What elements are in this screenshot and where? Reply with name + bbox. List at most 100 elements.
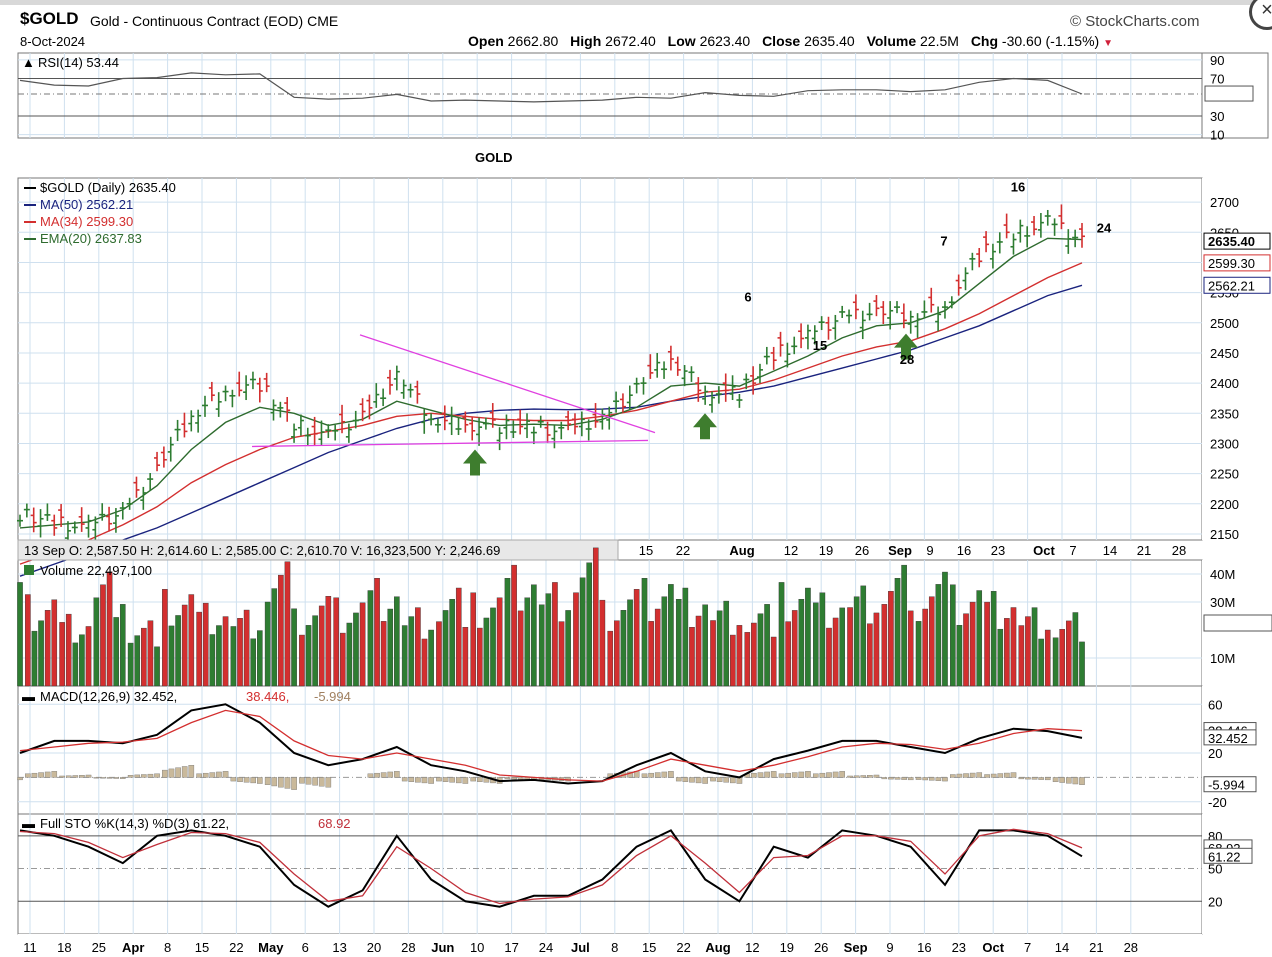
macd-histogram-bar — [723, 777, 730, 783]
volume-bar — [188, 594, 195, 687]
ohlc-bar — [818, 316, 825, 331]
low-value: 2623.40 — [699, 33, 751, 49]
macd-histogram-bar — [956, 773, 963, 778]
volume-bar — [984, 601, 990, 687]
volume-bar — [428, 629, 434, 687]
volume-bar — [757, 613, 764, 687]
volume-bar — [689, 627, 695, 687]
volume-bar — [93, 597, 100, 687]
macd-histogram-bar — [134, 774, 141, 778]
volume-bar — [791, 610, 798, 687]
volume-value-tag — [1203, 614, 1272, 632]
x-axis-label: 9 — [886, 940, 893, 955]
rsi-tick-label: 90 — [1210, 53, 1224, 68]
macd-histogram-bar — [401, 777, 408, 782]
volume-bar — [202, 602, 209, 687]
ohlc-bar — [133, 476, 140, 498]
macd-histogram-bar — [31, 772, 38, 778]
price-legend-entry: MA(34) 2599.30 — [40, 214, 133, 229]
sto-legend-part: Full STO %K(14,3) %D(3) 61.22, — [40, 816, 229, 831]
ohlc-bar — [78, 507, 85, 532]
down-triangle-icon: ▼ — [1103, 38, 1113, 49]
volume-bar — [196, 611, 202, 687]
green-up-arrow — [894, 333, 918, 360]
ohlc-bar — [482, 417, 489, 430]
ohlc-bar — [311, 416, 318, 446]
volume-bar — [798, 599, 805, 687]
ohlc-bar — [592, 403, 599, 428]
volume-legend-icon — [24, 565, 34, 575]
price-top-x-label: 14 — [1103, 543, 1117, 558]
volume-bar — [599, 599, 606, 687]
macd-histogram-bar — [477, 777, 483, 782]
volume-bar — [764, 604, 770, 687]
ohlc-bar — [243, 375, 250, 401]
volume-bar — [477, 627, 483, 687]
x-axis-label: 19 — [780, 940, 794, 955]
volume-bar — [907, 610, 914, 687]
ohlc-bar — [455, 417, 462, 436]
ohlc-bar — [147, 473, 154, 491]
price-top-x-label: 21 — [1137, 543, 1151, 558]
macd-histogram-bar — [695, 777, 702, 784]
ohlc-bar — [599, 408, 606, 430]
macd-histogram-bar — [271, 777, 278, 787]
annotation-label: 7 — [940, 234, 947, 249]
macd-histogram-bar — [1044, 777, 1051, 781]
ohlc-bar — [688, 366, 695, 382]
volume-bar — [141, 627, 147, 687]
ohlc-bar — [571, 413, 578, 435]
volume-bar — [51, 599, 58, 687]
ohlc-bar — [1010, 233, 1017, 255]
macd-histogram-bar — [230, 777, 237, 782]
rsi-line — [19, 72, 1083, 103]
volume-bar — [881, 604, 888, 687]
ohlc-bar — [236, 371, 243, 397]
macd-histogram-bar — [702, 777, 708, 784]
ohlc-bar — [729, 375, 736, 401]
volume-bar — [257, 630, 263, 687]
ohlc-bar — [332, 424, 339, 441]
close-x-icon[interactable]: × — [1249, 0, 1272, 30]
price-tick-label: 2400 — [1210, 376, 1239, 391]
macd-histogram-bar — [641, 773, 648, 778]
volume-bar — [915, 621, 922, 687]
volume-bar — [956, 625, 963, 687]
volume-bar — [1079, 641, 1085, 687]
ohlc-bar — [277, 401, 284, 418]
volume-bar — [682, 587, 689, 687]
ohlc-bar — [167, 436, 174, 462]
macd-histogram-bar — [442, 777, 449, 782]
close-value: 2635.40 — [804, 33, 855, 49]
sto-tick-label: 20 — [1208, 894, 1222, 909]
volume-bar — [976, 590, 983, 687]
ohlc-bar — [434, 418, 441, 433]
volume-bar — [394, 596, 400, 687]
macd-histogram-bar — [751, 772, 757, 778]
macd-tick-label: 32.452 — [1208, 731, 1248, 746]
macd-histogram-bar — [436, 777, 442, 782]
macd-histogram-bar — [675, 777, 682, 782]
macd-histogram-bar — [860, 775, 867, 778]
volume-bar — [531, 584, 537, 687]
x-axis-label: Apr — [122, 940, 144, 955]
x-axis-label: 28 — [1124, 940, 1138, 955]
macd-histogram-bar — [654, 772, 661, 778]
macd-histogram-bar — [243, 777, 250, 783]
macd-histogram-bar — [141, 774, 147, 778]
volume-bar — [119, 604, 126, 687]
ohlc-bar — [510, 420, 517, 439]
volume-bar — [237, 618, 243, 687]
volume-tick-label: 30M — [1210, 595, 1235, 610]
macd-histogram-bar — [627, 771, 633, 778]
price-top-x-label: 26 — [855, 543, 869, 558]
macd-histogram-bar — [997, 773, 1004, 778]
volume-bar — [1010, 607, 1017, 687]
sto-legend-part: 68.92 — [318, 816, 351, 831]
volume-bar — [483, 617, 490, 687]
macd-signal-line — [19, 709, 1083, 782]
ticker-symbol: $GOLD — [20, 9, 79, 28]
x-axis-label: Jun — [431, 940, 454, 955]
ohlc-bar — [393, 365, 400, 391]
volume-bar — [579, 577, 586, 687]
